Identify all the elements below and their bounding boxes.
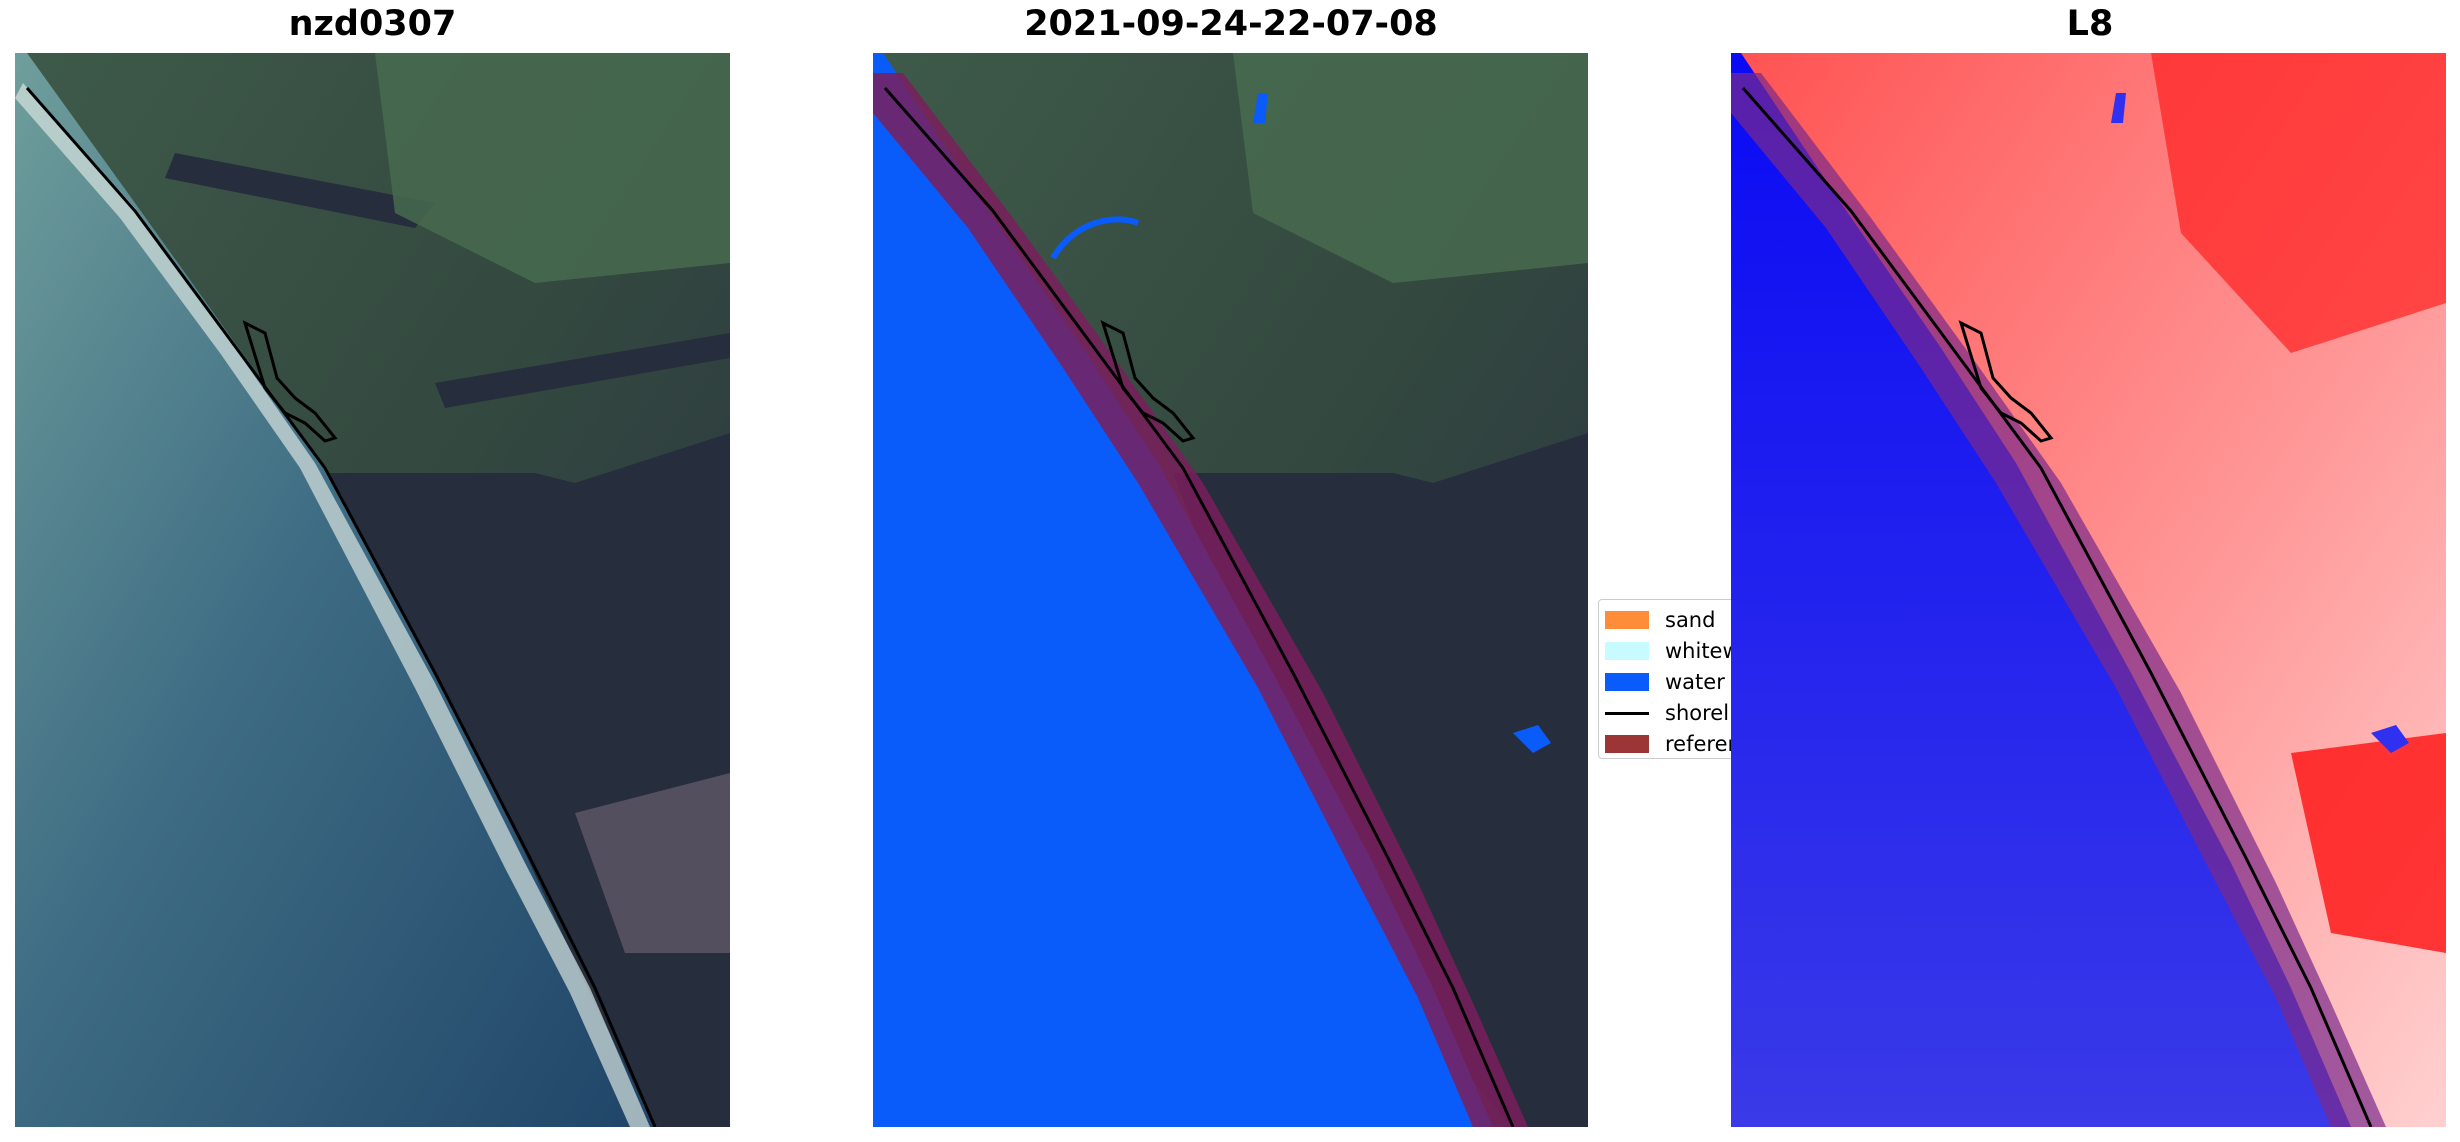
panel-title-rgb: nzd0307	[288, 4, 457, 44]
shoreline-trace	[883, 87, 1515, 1127]
whitewater-swatch	[1605, 642, 1649, 660]
forest-block	[1173, 433, 1588, 1127]
shoreline-swatch	[1605, 711, 1649, 715]
shoreline-trace	[25, 87, 657, 1127]
legend-label: referen	[1665, 732, 1741, 756]
water-index-region	[1731, 53, 2351, 1127]
index-image	[1731, 53, 2446, 1127]
pond-water	[2111, 93, 2126, 123]
legend-item-reference: referen	[1605, 732, 1741, 756]
forest-strip	[435, 333, 730, 408]
sand-swatch	[1605, 611, 1649, 629]
legend-item-water: water	[1605, 670, 1725, 694]
farm-field	[575, 773, 730, 953]
panel-title-index: L8	[2066, 4, 2114, 44]
farm-field	[375, 53, 730, 283]
rgb-image-panel	[15, 53, 730, 1127]
rgb-image	[15, 53, 730, 1127]
panel-title-classification: 2021-09-24-22-07-08	[1024, 4, 1438, 44]
forest-block	[315, 433, 730, 1127]
classification-image	[873, 53, 1588, 1127]
legend-item-sand: sand	[1605, 608, 1715, 632]
lake-water	[1513, 725, 1551, 753]
legend-item-whitewater: whitew	[1605, 639, 1740, 663]
ocean-area	[15, 53, 655, 1127]
surf-zone	[15, 83, 650, 1127]
reference-outline	[242, 320, 338, 443]
reference-outline	[1958, 320, 2054, 443]
reference-outline	[1100, 320, 1196, 443]
legend-label: whitew	[1665, 639, 1740, 663]
forest-strip	[165, 153, 435, 228]
legend-item-shoreline: shorel	[1605, 701, 1729, 725]
legend-label: water	[1665, 670, 1725, 694]
lake-water	[2371, 725, 2409, 753]
legend-label: shorel	[1665, 701, 1730, 725]
shoreline-trace	[1741, 87, 2373, 1127]
farm-field	[1233, 53, 1588, 283]
legend-label: sand	[1665, 608, 1716, 632]
high-index-patch	[2151, 53, 2446, 353]
reference-buffer	[873, 73, 1528, 1127]
high-index-patch	[2291, 733, 2446, 953]
reference-buffer	[1731, 73, 2386, 1127]
water-class-region	[873, 53, 1493, 1127]
classification-image-panel	[873, 53, 1588, 1127]
water-swatch	[1605, 673, 1649, 691]
river-water	[1050, 216, 1140, 260]
index-image-panel	[1731, 53, 2446, 1127]
pond-water	[1253, 93, 1268, 123]
reference-swatch	[1605, 735, 1649, 753]
